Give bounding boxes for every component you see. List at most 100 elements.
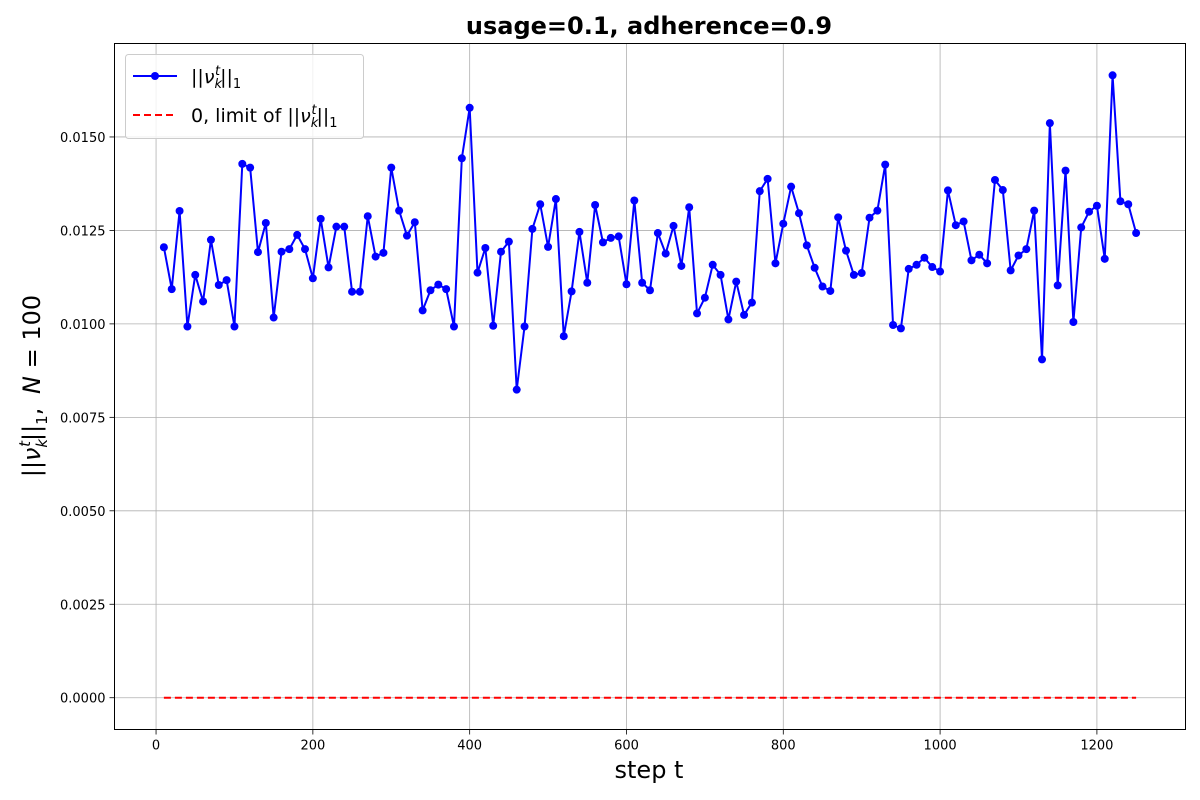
data-point <box>1038 355 1047 364</box>
data-point <box>857 269 866 278</box>
data-point <box>489 321 498 330</box>
data-point <box>457 154 466 163</box>
data-point <box>567 287 576 296</box>
data-point <box>598 238 607 247</box>
data-point <box>889 321 898 329</box>
data-point <box>818 282 827 291</box>
legend-box <box>125 54 364 139</box>
data-point <box>481 243 490 252</box>
legend: ||νkt||1 0, limit of ||νkt||1 <box>125 54 364 139</box>
data-point <box>1108 71 1117 80</box>
data-point <box>449 322 458 331</box>
data-point <box>810 263 819 272</box>
x-axis-label: step t <box>615 756 684 784</box>
data-point <box>708 260 717 269</box>
data-point <box>308 274 317 283</box>
data-point <box>230 322 239 331</box>
data-point <box>849 270 858 279</box>
data-point <box>1116 197 1125 206</box>
data-point <box>426 286 435 295</box>
data-point <box>269 313 278 322</box>
data-point <box>402 231 411 240</box>
data-point <box>512 385 521 394</box>
data-point <box>1069 318 1078 327</box>
data-point <box>183 322 192 331</box>
y-tick-label: 0.0050 <box>60 505 106 520</box>
data-point <box>842 246 851 255</box>
data-point <box>646 286 654 295</box>
data-point <box>1132 229 1141 238</box>
data-point <box>301 245 310 254</box>
data-point <box>826 286 835 295</box>
data-point <box>253 248 262 257</box>
data-point <box>693 309 702 318</box>
data-point <box>261 218 270 227</box>
data-point <box>912 260 921 269</box>
x-tick-label: 0 <box>152 739 160 754</box>
data-point <box>1124 200 1133 209</box>
data-point <box>763 174 772 183</box>
data-point <box>504 237 513 246</box>
data-point <box>222 276 231 285</box>
data-point <box>442 285 451 294</box>
data-point <box>1085 207 1094 216</box>
data-point <box>167 285 176 294</box>
data-point <box>379 248 388 257</box>
data-point <box>975 250 984 259</box>
data-point <box>1045 119 1054 128</box>
data-point <box>881 160 890 169</box>
data-point <box>175 206 184 215</box>
data-point <box>834 213 843 222</box>
data-point <box>622 280 631 289</box>
data-point <box>936 267 945 276</box>
data-point <box>747 298 756 307</box>
x-tick-label: 1000 <box>924 739 957 754</box>
chart-title: usage=0.1, adherence=0.9 <box>466 12 832 40</box>
legend-marker-series <box>151 72 159 80</box>
data-point <box>465 103 474 112</box>
x-tick-label: 800 <box>771 739 796 754</box>
data-point <box>685 203 694 212</box>
x-tick-label: 1200 <box>1080 739 1113 754</box>
data-point <box>959 217 968 226</box>
data-point <box>983 259 992 268</box>
data-point <box>661 249 670 258</box>
data-point <box>732 277 741 286</box>
data-point <box>551 195 560 204</box>
data-point <box>951 221 960 230</box>
data-point <box>418 306 427 315</box>
data-point <box>873 206 882 215</box>
data-point <box>700 293 709 302</box>
data-point <box>794 209 803 218</box>
data-point <box>324 263 333 272</box>
data-point <box>865 213 874 222</box>
data-point <box>536 200 545 209</box>
data-point <box>998 186 1007 195</box>
data-point <box>410 218 419 227</box>
data-point <box>1014 251 1023 260</box>
legend-label-limit: 0, limit of ||νkt||1 <box>191 103 338 131</box>
data-point <box>332 222 341 231</box>
data-point <box>1077 223 1086 232</box>
data-point <box>677 261 686 270</box>
data-point <box>497 247 506 256</box>
data-point <box>943 186 952 195</box>
data-point <box>967 256 976 265</box>
data-point <box>787 182 796 191</box>
data-point <box>340 222 349 231</box>
y-tick-label: 0.0150 <box>60 131 106 146</box>
data-point <box>159 243 168 252</box>
data-point <box>990 175 999 184</box>
y-tick-label: 0.0125 <box>60 224 106 239</box>
data-point <box>1022 245 1031 254</box>
data-point <box>473 268 482 277</box>
y-tick-label: 0.0000 <box>60 692 106 707</box>
data-point <box>724 315 733 324</box>
data-point <box>1100 254 1109 263</box>
y-axis-ticks: 0.0000 0.0025 0.0050 0.0075 0.0100 0.0125 0.01… <box>60 131 115 707</box>
data-point <box>1030 206 1039 215</box>
data-point <box>716 270 725 279</box>
data-point <box>1092 201 1101 210</box>
data-point <box>293 230 302 239</box>
